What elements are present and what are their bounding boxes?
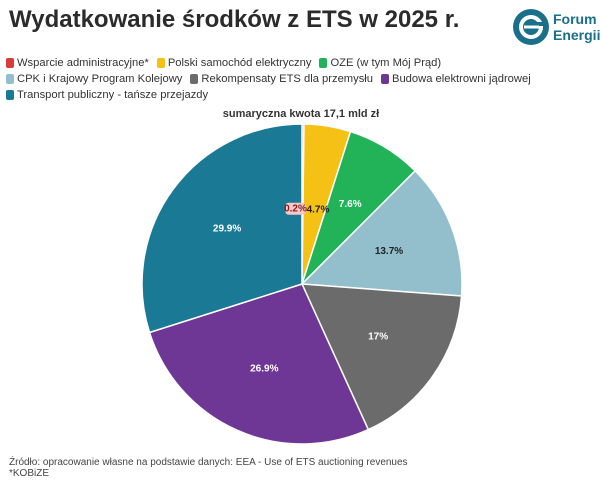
pie-slice bbox=[148, 283, 370, 445]
logo: Forum Energii bbox=[513, 9, 600, 45]
legend-swatch bbox=[6, 74, 14, 84]
legend-swatch bbox=[381, 74, 389, 84]
legend-swatch bbox=[156, 58, 165, 68]
footer: Źródło: opracowanie własne na podstawie … bbox=[9, 457, 408, 479]
legend-label: Budowa elektrowni jądrowej bbox=[392, 73, 531, 85]
source-note: Źródło: opracowanie własne na podstawie … bbox=[9, 457, 408, 468]
slice-label: 0.2% bbox=[284, 203, 307, 214]
legend-item: OZE (w tym Mój Prąd) bbox=[319, 55, 441, 71]
logo-line-1: Forum bbox=[553, 11, 597, 27]
legend-item: Wsparcie administracyjne* bbox=[6, 55, 149, 71]
logo-line-2: Energii bbox=[553, 27, 601, 43]
chart-title: sumaryczna kwota 17,1 mld zł bbox=[222, 108, 380, 120]
legend-swatch bbox=[6, 58, 14, 68]
legend-item: Polski samochód elektryczny bbox=[156, 55, 312, 71]
pie-slice bbox=[141, 123, 303, 334]
pie-slice bbox=[300, 283, 463, 431]
slice-label: 17% bbox=[368, 332, 388, 343]
legend: Wsparcie administracyjne* Polski samochód… bbox=[6, 55, 566, 103]
slice-label: 29.9% bbox=[213, 224, 241, 235]
legend-label: Rekompensaty ETS dla przemysłu bbox=[201, 73, 373, 85]
legend-label: Wsparcie administracyjne* bbox=[17, 57, 149, 69]
legend-label: CPK i Krajowy Program Kolejowy bbox=[17, 73, 183, 85]
slice-label-background bbox=[285, 202, 306, 215]
legend-swatch bbox=[190, 74, 199, 84]
legend-item: Budowa elektrowni jądrowej bbox=[381, 71, 531, 87]
legend-swatch bbox=[6, 90, 14, 100]
legend-item: Rekompensaty ETS dla przemysłu bbox=[190, 71, 373, 87]
legend-label: Transport publiczny - tańsze przejazdy bbox=[17, 89, 209, 101]
legend-item: CPK i Krajowy Program Kolejowy bbox=[6, 71, 182, 87]
legend-label: OZE (w tym Mój Prąd) bbox=[330, 57, 442, 69]
slice-label: 7.6% bbox=[339, 199, 362, 210]
footnote: *KOBiZE bbox=[9, 468, 50, 479]
page-title: Wydatkowanie środków z ETS w 2025 r. bbox=[9, 6, 460, 33]
pie-slice bbox=[300, 169, 463, 297]
forum-energii-logo-icon bbox=[513, 9, 549, 45]
legend-item: Transport publiczny - tańsze przejazdy bbox=[6, 87, 208, 103]
slice-label: 13.7% bbox=[375, 246, 403, 257]
slice-label: 4.7% bbox=[307, 204, 330, 215]
legend-swatch bbox=[319, 58, 328, 68]
slice-label: 26.9% bbox=[250, 363, 278, 374]
legend-label: Polski samochód elektryczny bbox=[167, 57, 312, 69]
